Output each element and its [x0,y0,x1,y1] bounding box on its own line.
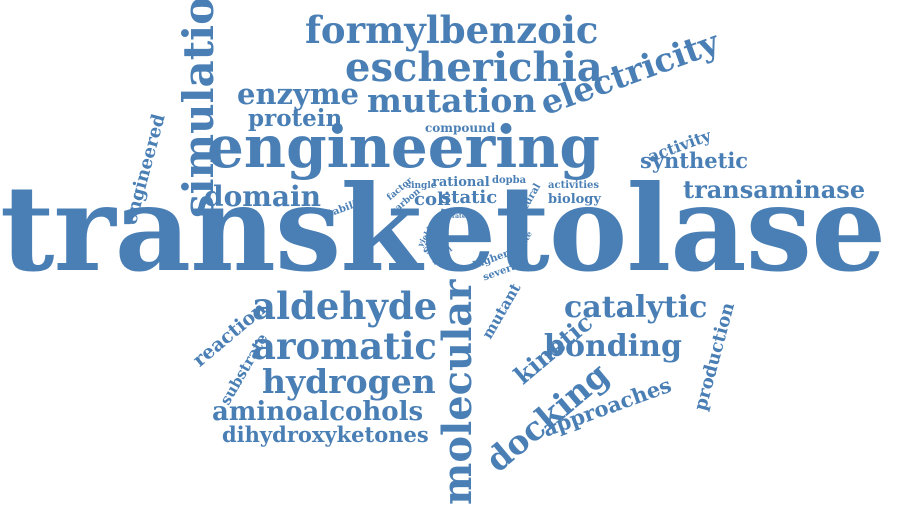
word-biology: biology [548,192,601,207]
word-transketolase: transketolase [0,159,886,298]
word-static: static [441,187,498,208]
word-dopba: dopba [492,175,527,186]
word-simulation: simulation [174,0,223,218]
word-catalytic: catalytic [564,290,708,325]
word-enzyme: enzyme [237,77,359,111]
word-hydrogen: hydrogen [262,362,436,401]
word-coli: coli [414,189,451,210]
word-aminoalcohols: aminoalcohols [212,397,424,427]
word-activities: activities [548,180,600,191]
word-molecular: molecular [434,279,481,505]
word-aldehyde: aldehyde [252,284,438,328]
word-single: single [406,181,437,191]
word-engineering: engineering [207,113,600,181]
word-compound: compound [425,121,496,135]
word-domain: domain [204,180,322,213]
word-formylbenzoic: formylbenzoic [305,8,599,52]
word-bonding: bonding [544,329,682,364]
word-dihydroxyketones: dihydroxyketones [222,422,429,447]
word-protein: protein [248,105,343,132]
word-aromatic: aromatic [252,324,437,368]
word-synthetic: synthetic [640,148,749,173]
word-transaminase: transaminase [683,175,866,204]
word-rational: rational [432,175,490,190]
word-mutation: mutation [367,81,537,120]
word-escherichia: escherichia [345,44,603,91]
word-rate: rate [452,213,466,220]
